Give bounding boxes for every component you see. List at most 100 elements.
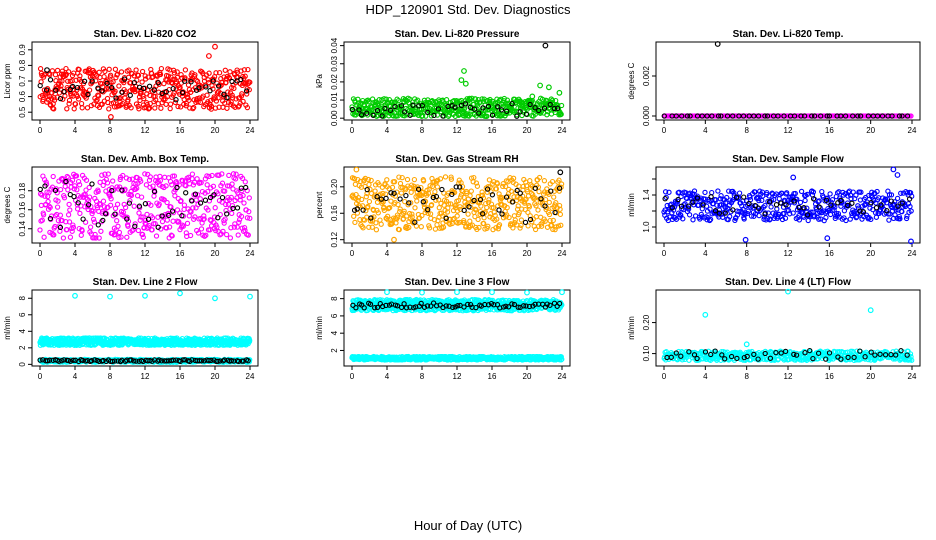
data-point: [174, 69, 180, 75]
data-point: [152, 93, 158, 100]
data-point: [798, 113, 804, 119]
data-point: [210, 78, 216, 84]
data-point: [179, 89, 186, 96]
data-point: [408, 189, 414, 195]
data-point: [87, 224, 94, 230]
data-point: [709, 113, 715, 119]
data-point: [107, 202, 114, 208]
data-point: [198, 179, 204, 186]
data-point: [194, 176, 200, 182]
data-point: [71, 186, 77, 192]
data-point: [164, 199, 170, 206]
scatter-points: [349, 166, 565, 243]
data-point: [71, 106, 77, 112]
data-point: [485, 103, 492, 110]
data-point: [702, 189, 708, 196]
x-tick-label: 24: [908, 249, 917, 258]
data-point: [41, 234, 47, 240]
data-point: [387, 107, 394, 114]
data-point: [180, 223, 186, 229]
data-point: [378, 221, 384, 227]
scatter-points: [349, 289, 565, 363]
data-point: [102, 171, 108, 177]
x-tick-label: 24: [558, 126, 567, 135]
data-point: [157, 177, 164, 184]
data-point: [684, 113, 691, 119]
data-point: [223, 231, 230, 238]
y-tick-label: 6: [330, 313, 339, 318]
y-tick-label: 0.01: [330, 92, 339, 108]
data-point: [397, 196, 403, 202]
data-point: [205, 188, 211, 195]
x-tick-label: 0: [350, 126, 355, 135]
data-point: [98, 228, 104, 234]
data-point: [107, 72, 114, 78]
y-tick-label: 0.00: [330, 110, 339, 126]
y-tick-label: 6: [18, 312, 27, 317]
data-point: [156, 201, 162, 207]
data-point: [468, 188, 474, 194]
data-point: [183, 190, 189, 196]
data-point: [419, 102, 425, 109]
data-point: [114, 218, 120, 224]
data-point: [40, 96, 46, 103]
data-point: [73, 77, 79, 83]
y-tick-label: 1.0: [642, 221, 651, 233]
page-title: HDP_120901 Std. Dev. Diagnostics: [365, 2, 571, 17]
y-tick-label: 8: [330, 296, 339, 301]
data-point: [105, 171, 111, 177]
data-point: [135, 227, 142, 234]
data-point: [379, 113, 385, 119]
data-point: [77, 73, 83, 79]
data-point: [212, 95, 218, 101]
data-point: [128, 192, 135, 199]
y-axis-label: percent: [315, 191, 324, 218]
data-point: [480, 105, 486, 111]
data-point: [78, 100, 85, 107]
data-point: [188, 79, 194, 85]
data-point: [376, 97, 382, 103]
data-point: [146, 177, 153, 183]
x-tick-label: 4: [703, 126, 708, 135]
data-point: [149, 227, 155, 233]
data-point: [904, 113, 911, 119]
data-point: [95, 93, 102, 99]
data-point: [546, 199, 552, 206]
data-point: [139, 68, 146, 75]
data-point: [112, 66, 119, 72]
outlier-point: [824, 235, 831, 242]
data-point: [467, 218, 473, 224]
data-point: [358, 100, 364, 106]
data-point: [206, 173, 212, 180]
panel-title: Stan. Dev. Line 3 Flow: [405, 277, 510, 288]
data-point: [93, 98, 99, 104]
data-point: [104, 80, 110, 86]
data-point: [764, 113, 771, 119]
data-point: [95, 85, 101, 91]
data-point: [454, 213, 460, 219]
data-point: [79, 228, 85, 234]
data-point: [183, 230, 189, 236]
data-point: [172, 99, 178, 106]
data-point: [135, 72, 142, 79]
panel-3: Stan. Dev. Li-820 Temp.degrees C0 4 8 12 16 2…: [627, 29, 921, 135]
data-point: [134, 185, 140, 191]
data-point: [187, 208, 193, 214]
data-point: [125, 97, 131, 103]
x-tick-label: 0: [350, 372, 355, 381]
data-point: [120, 100, 126, 107]
data-point: [195, 230, 202, 236]
data-point: [84, 105, 91, 111]
x-tick-label: 20: [211, 372, 220, 381]
data-point: [496, 207, 502, 213]
y-axis-label: kPa: [315, 74, 324, 88]
data-point: [69, 72, 76, 79]
data-point: [374, 107, 381, 114]
data-point: [518, 217, 525, 223]
data-point: [476, 110, 482, 116]
data-point: [51, 106, 57, 112]
data-point: [541, 178, 548, 184]
data-point: [522, 219, 529, 226]
data-point: [246, 87, 252, 93]
data-point: [102, 68, 108, 75]
